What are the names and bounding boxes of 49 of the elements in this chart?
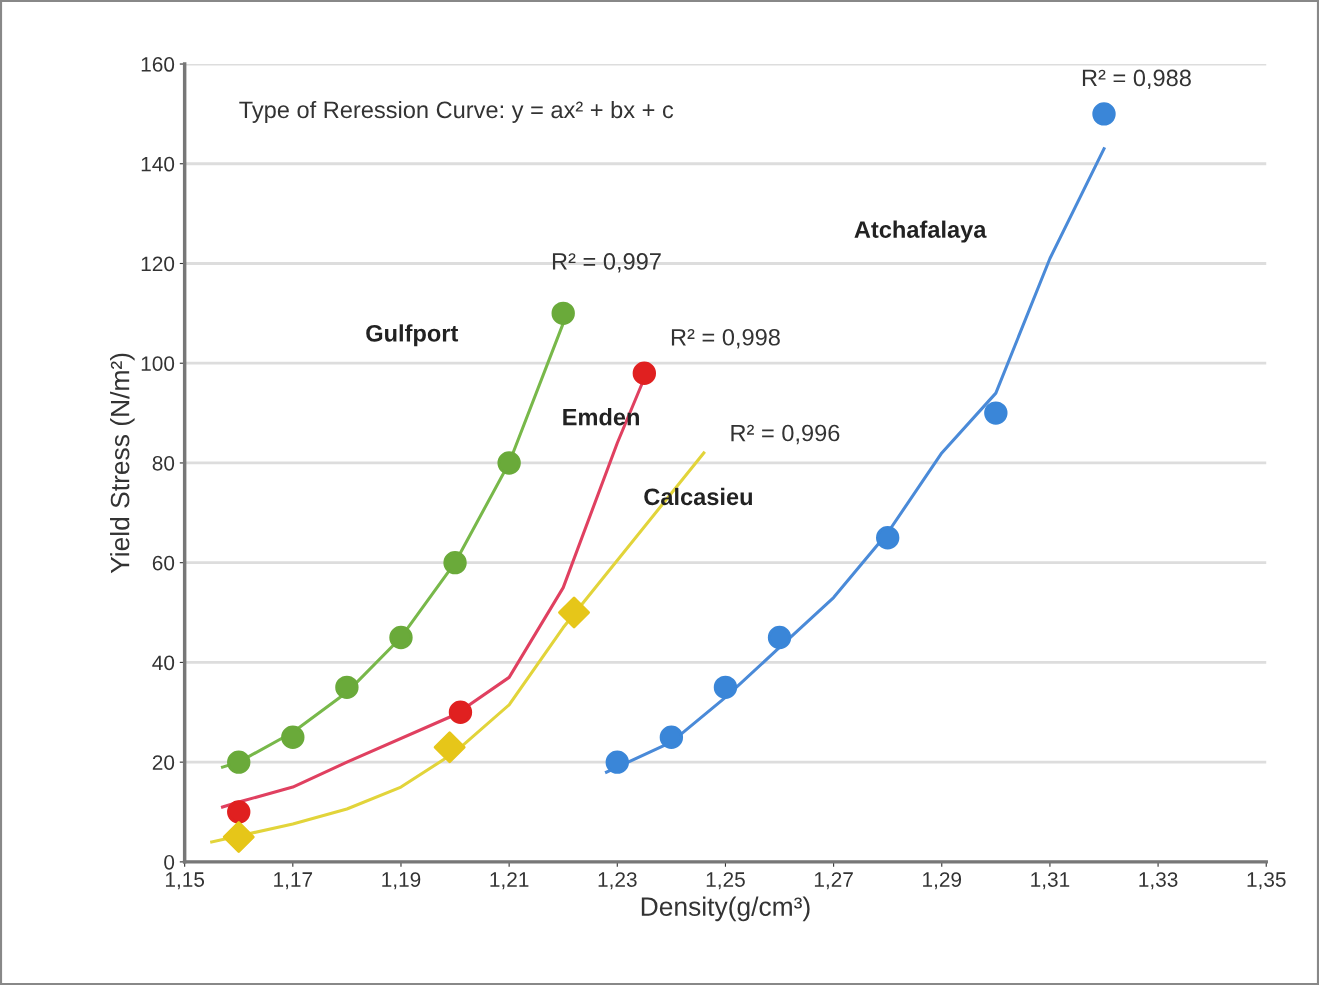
x-tick-label: 1,15 <box>165 872 205 890</box>
x-tick-label: 1,27 <box>814 872 853 890</box>
annotation: Type of Reression Curve: y = ax² + bx + c <box>239 100 674 123</box>
point <box>984 401 1008 425</box>
annotation: Atchafalaya <box>854 220 987 243</box>
point <box>1092 102 1116 126</box>
y-tick-label: 40 <box>152 655 175 671</box>
y-tick-label: 60 <box>152 555 175 571</box>
x-tick-label: 1,31 <box>1031 872 1070 890</box>
x-tick-label: 1,29 <box>923 872 962 890</box>
y-tick-label: 140 <box>141 156 175 172</box>
y-axis-title: Yield Stress (N/m²) <box>110 353 135 574</box>
point <box>605 750 629 774</box>
x-tick-label: 1,19 <box>382 872 421 890</box>
y-tick-label: 120 <box>141 256 175 272</box>
point <box>551 301 575 326</box>
y-tick-label: 100 <box>141 356 175 371</box>
x-tick-label: 1,35 <box>1247 872 1286 890</box>
point <box>227 750 251 774</box>
x-tick-label: 1,33 <box>1139 872 1178 890</box>
x-axis-title: Density(g/cm³) <box>641 896 810 922</box>
y-tick-label: 0 <box>164 854 175 870</box>
x-tick-label: 1,25 <box>706 872 745 890</box>
point <box>558 596 590 629</box>
y-tick-label: 160 <box>141 57 175 72</box>
annotation: R² = 0,997 <box>552 253 661 273</box>
point <box>227 800 251 824</box>
point <box>222 820 255 853</box>
point <box>443 550 467 575</box>
annotation: R² = 0,996 <box>731 424 840 445</box>
point <box>448 700 473 724</box>
point <box>876 526 900 550</box>
point <box>713 675 738 700</box>
point <box>659 725 684 749</box>
annotation: R² = 0,988 <box>1082 69 1191 90</box>
x-tick-label: 1,23 <box>598 872 637 890</box>
annotation: Gulfport <box>366 324 459 347</box>
x-tick-label: 1,21 <box>490 872 529 890</box>
point <box>497 451 521 475</box>
annotation: R² = 0,998 <box>671 328 780 349</box>
x-tick-label: 1,17 <box>274 872 313 890</box>
point <box>767 625 792 650</box>
point <box>433 731 466 764</box>
point <box>335 675 359 700</box>
point <box>389 625 413 650</box>
point <box>281 725 305 749</box>
point <box>632 361 657 385</box>
y-tick-label: 20 <box>152 755 175 770</box>
y-tick-label: 80 <box>152 455 175 471</box>
